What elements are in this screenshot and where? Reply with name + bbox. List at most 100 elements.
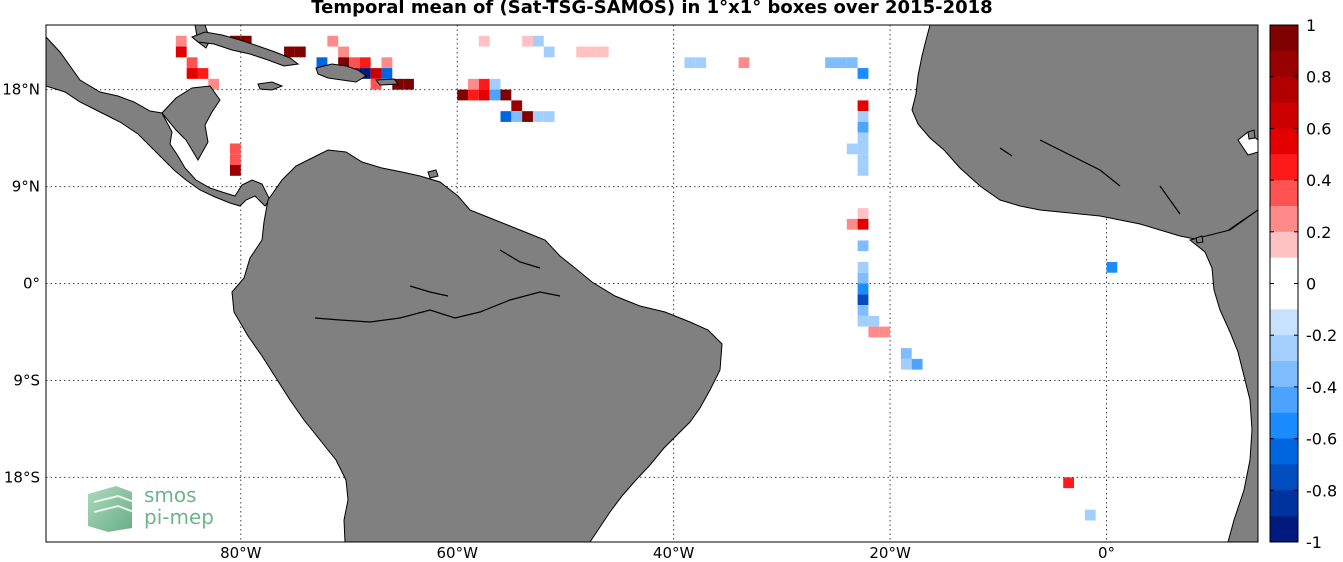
land-cuba xyxy=(191,31,300,67)
data-cell xyxy=(857,240,869,252)
lon-tick-label: 40°W xyxy=(653,544,695,562)
data-cell xyxy=(522,111,533,122)
lon-tick-label: 0° xyxy=(1098,544,1115,562)
data-cell xyxy=(468,78,479,90)
colorbar-swatch xyxy=(1270,516,1298,543)
data-cell xyxy=(825,57,836,69)
lat-tick-label: 9°N xyxy=(12,178,40,196)
data-cell xyxy=(532,111,544,122)
land-africa xyxy=(911,25,1258,241)
data-cell xyxy=(857,111,869,122)
lat-tick-label: 0° xyxy=(23,275,40,293)
data-cell xyxy=(349,57,360,69)
logo-line2: pi-mep xyxy=(144,505,214,529)
colorbar-label: -1 xyxy=(1306,533,1322,552)
data-cell xyxy=(478,89,490,101)
data-cell xyxy=(857,283,869,295)
data-cell xyxy=(208,78,220,90)
data-cell xyxy=(857,165,869,176)
colorbar-swatch xyxy=(1270,283,1298,310)
colorbar-label: 0.8 xyxy=(1306,68,1331,87)
colorbar-label: -0.4 xyxy=(1306,378,1337,397)
lat-tick-label: 9°S xyxy=(13,371,40,389)
lon-tick-label: 80°W xyxy=(220,544,262,562)
colorbar-label: 0 xyxy=(1306,275,1316,294)
lat-tick-label: 18°S xyxy=(4,468,40,486)
data-cell xyxy=(511,100,523,112)
data-cell xyxy=(846,143,858,155)
lat-tick-label: 18°N xyxy=(2,81,40,99)
data-cell xyxy=(543,111,555,122)
colorbar-swatch xyxy=(1270,154,1298,181)
data-cell xyxy=(835,57,847,69)
axis-ticks: 80°W 60°W 40°W 20°W 0° 18°N 9°N 0° 9°S 18°S xyxy=(2,81,1115,562)
data-cell xyxy=(294,46,306,58)
colorbar-swatch xyxy=(1270,25,1298,52)
data-cell xyxy=(846,57,858,69)
land-yucatan xyxy=(161,85,221,161)
data-cell xyxy=(857,218,869,230)
colorbar-swatch xyxy=(1270,128,1298,155)
colorbar-label: -0.8 xyxy=(1306,481,1337,500)
data-cell xyxy=(381,68,393,79)
data-cell xyxy=(857,208,869,219)
data-cell xyxy=(695,57,707,69)
land-north-central-america xyxy=(46,36,271,207)
colorbar-swatch xyxy=(1270,180,1298,207)
data-cell xyxy=(900,348,912,359)
data-cell xyxy=(197,68,209,79)
data-cell xyxy=(1106,261,1118,273)
colorbar-label: 0.2 xyxy=(1306,223,1331,242)
data-cell xyxy=(857,143,869,155)
colorbar-label: -0.2 xyxy=(1306,326,1337,345)
data-cell xyxy=(478,78,490,90)
data-cell xyxy=(900,358,912,370)
data-cell xyxy=(857,154,869,166)
data-cell xyxy=(381,57,393,69)
data-cell xyxy=(857,132,869,144)
data-cell xyxy=(240,35,252,47)
data-cell xyxy=(522,35,533,47)
data-cell xyxy=(338,57,349,69)
data-cell xyxy=(468,89,479,101)
smos-pimep-logo: smos pi-mep xyxy=(88,483,214,532)
colorbar-swatch xyxy=(1270,464,1298,491)
data-cell xyxy=(857,261,869,273)
land-puerto-rico xyxy=(375,78,399,86)
data-cell xyxy=(857,68,869,79)
data-cell xyxy=(229,143,241,155)
logo-line1: smos xyxy=(144,483,197,507)
colorbar-swatch xyxy=(1270,257,1298,284)
lon-tick-label: 20°W xyxy=(869,544,911,562)
data-cell xyxy=(489,78,501,90)
data-cell xyxy=(576,46,588,58)
colorbar-label: 0.4 xyxy=(1306,171,1331,190)
land-hispaniola xyxy=(315,63,367,83)
colorbar-swatch xyxy=(1270,386,1298,414)
colorbar-swatch xyxy=(1270,50,1298,78)
colorbar-swatch xyxy=(1270,309,1298,336)
data-cell xyxy=(500,111,512,122)
data-cell xyxy=(1084,509,1096,521)
data-cell xyxy=(1063,477,1075,489)
colorbar-swatch xyxy=(1270,76,1298,104)
colorbar: 1 0.8 0.6 0.4 0.2 0 -0.2 -0.4 -0.6 -0.8 -1 xyxy=(1269,16,1337,552)
data-cell xyxy=(403,78,414,90)
data-cell xyxy=(359,57,371,69)
colorbar-swatch xyxy=(1270,102,1298,129)
colorbar-swatch xyxy=(1270,412,1298,440)
data-cell xyxy=(597,46,609,58)
colorbar-swatch xyxy=(1270,361,1298,388)
colorbar-frame xyxy=(1269,24,1299,543)
data-cell xyxy=(186,68,198,79)
colorbar-swatch xyxy=(1270,438,1298,465)
data-cell xyxy=(478,35,490,47)
data-cell xyxy=(457,89,469,101)
data-cell xyxy=(500,89,512,101)
data-cell xyxy=(370,68,382,79)
colorbar-labels: 1 0.8 0.6 0.4 0.2 0 -0.2 -0.4 -0.6 -0.8 -1 xyxy=(1306,16,1337,552)
land-island-trinidad xyxy=(427,169,439,179)
data-cell xyxy=(186,57,198,69)
colorbar-swatch xyxy=(1270,490,1298,517)
data-cell xyxy=(857,272,869,284)
